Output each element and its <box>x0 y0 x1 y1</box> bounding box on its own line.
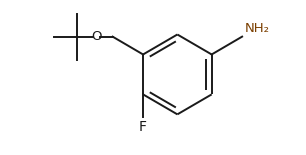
Text: NH₂: NH₂ <box>244 22 270 35</box>
Text: F: F <box>139 120 147 134</box>
Text: O: O <box>91 30 102 43</box>
